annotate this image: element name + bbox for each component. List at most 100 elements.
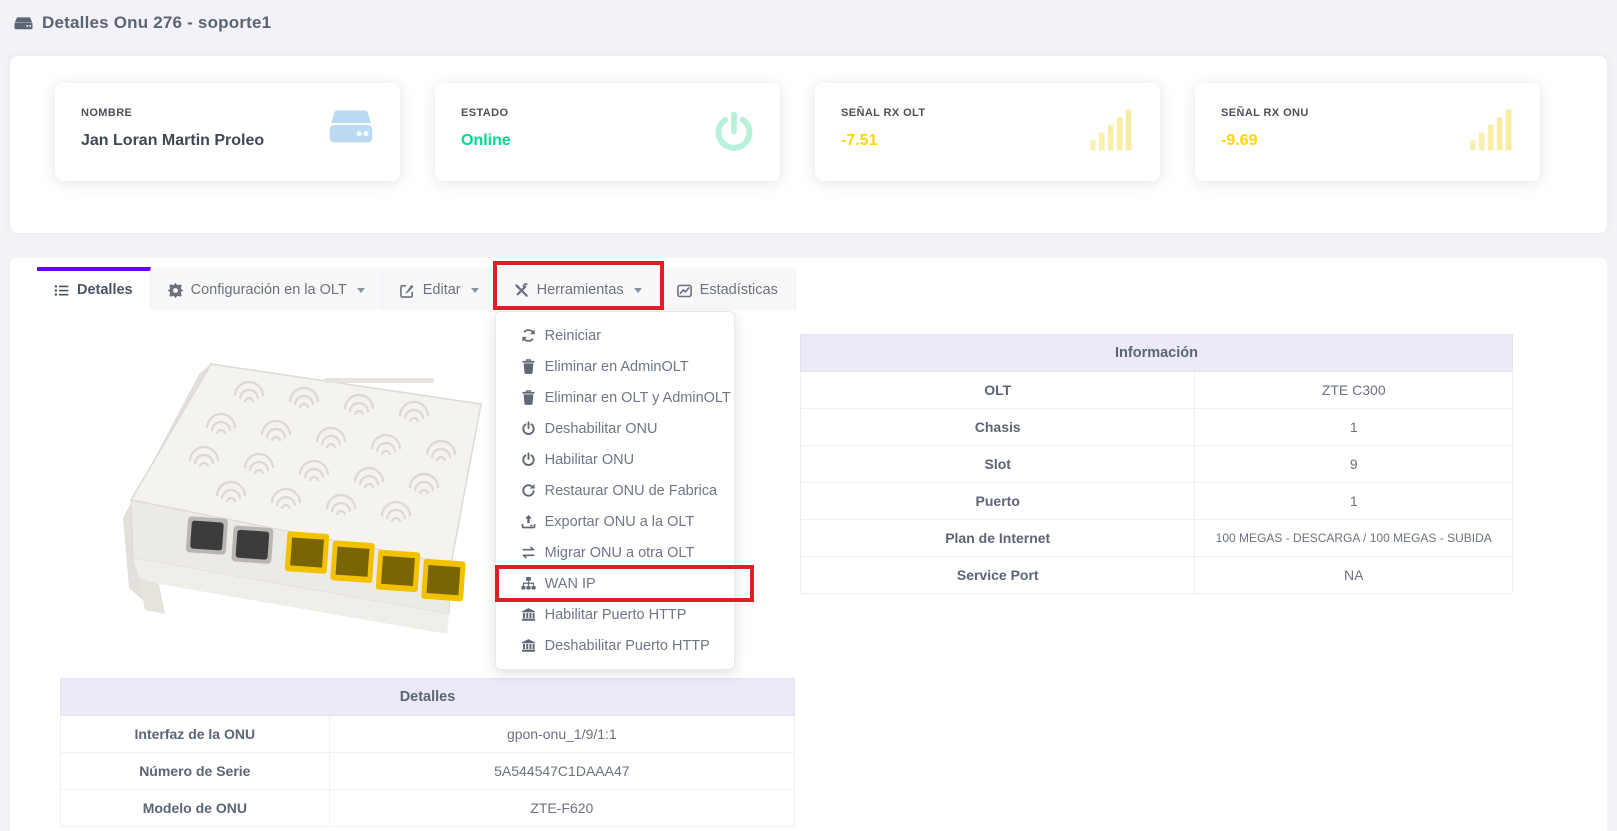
edit-icon bbox=[400, 283, 415, 298]
chevron-down-icon bbox=[356, 287, 365, 293]
stat-card-nombre: NOMBRE Jan Loran Martin Proleo bbox=[55, 83, 400, 181]
row-value: 1 bbox=[1194, 408, 1513, 446]
row-label: Plan de Internet bbox=[799, 519, 1196, 557]
row-label: Interfaz de la ONU bbox=[60, 715, 330, 753]
stat-card-label: SEÑAL RX OLT bbox=[841, 107, 926, 119]
tab-label: Herramientas bbox=[536, 282, 624, 298]
stat-cards-panel: NOMBRE Jan Loran Martin Proleo ESTADO On… bbox=[10, 56, 1607, 233]
table-row: Service Port NA bbox=[799, 556, 1513, 594]
row-value: 1 bbox=[1194, 482, 1513, 520]
tab-configuracion-olt[interactable]: Configuración en la OLT bbox=[150, 267, 383, 310]
row-value: gpon-onu_1/9/1:1 bbox=[328, 715, 796, 753]
table-row: OLT ZTE C300 bbox=[799, 371, 1513, 409]
stat-card-senal-rx-onu: SEÑAL RX ONU -9.69 bbox=[1195, 83, 1540, 181]
tab-herramientas-wrap: Herramientas Reiniciar Eliminar en Admin… bbox=[492, 261, 754, 670]
stat-card-label: ESTADO bbox=[461, 107, 509, 119]
row-label: OLT bbox=[799, 371, 1196, 409]
trash-icon bbox=[521, 390, 536, 405]
list-icon bbox=[54, 283, 69, 298]
stat-card-value: -9.69 bbox=[1221, 132, 1258, 149]
stat-card-estado: ESTADO Online bbox=[435, 83, 780, 181]
menu-item-label: Exportar ONU a la OLT bbox=[544, 513, 695, 530]
table-row: Número de Serie 5A544547C1DAAA47 bbox=[60, 752, 796, 790]
hdd-icon bbox=[14, 16, 33, 31]
stat-card-senal-rx-olt: SEÑAL RX OLT -7.51 bbox=[815, 83, 1160, 181]
menu-item-label: Restaurar ONU de Fabrica bbox=[544, 482, 718, 499]
row-value: 5A544547C1DAAA47 bbox=[328, 752, 796, 790]
menu-item-label: WAN IP bbox=[544, 575, 596, 592]
table-row: Interfaz de la ONU gpon-onu_1/9/1:1 bbox=[60, 715, 796, 753]
row-value: ZTE C300 bbox=[1194, 371, 1513, 409]
menu-item-label: Migrar ONU a otra OLT bbox=[544, 544, 695, 561]
details-table-title: Detalles bbox=[60, 678, 795, 716]
row-label: Modelo de ONU bbox=[60, 789, 330, 827]
onu-photo bbox=[123, 363, 482, 634]
row-value: NA bbox=[1194, 556, 1513, 594]
menu-item-label: Deshabilitar Puerto HTTP bbox=[544, 637, 710, 654]
menu-item-deshabilitar-onu[interactable]: Deshabilitar ONU bbox=[496, 413, 734, 444]
page-header: Detalles Onu 276 - soporte1 bbox=[0, 0, 1617, 46]
informacion-table: Información OLT ZTE C300 Chasis 1 Slot 9… bbox=[799, 334, 1513, 594]
chevron-down-icon bbox=[633, 287, 642, 293]
power-off-icon bbox=[521, 421, 536, 436]
stat-card-label: SEÑAL RX ONU bbox=[1221, 107, 1309, 119]
menu-item-habilitar-onu[interactable]: Habilitar ONU bbox=[496, 444, 734, 475]
sync-icon bbox=[521, 328, 536, 343]
menu-item-habilitar-puerto-http[interactable]: Habilitar Puerto HTTP bbox=[496, 599, 734, 630]
content-left: Detalles Interfaz de la ONU gpon-onu_1/9… bbox=[37, 310, 796, 827]
signal-bars-icon bbox=[1470, 109, 1516, 151]
bank-icon bbox=[521, 638, 536, 653]
menu-item-exportar-onu[interactable]: Exportar ONU a la OLT bbox=[496, 506, 734, 537]
table-row: Slot 9 bbox=[799, 445, 1513, 483]
info-table-title: Información bbox=[800, 334, 1513, 372]
menu-item-wan-ip[interactable]: WAN IP bbox=[494, 565, 754, 602]
menu-item-eliminar-adminolt[interactable]: Eliminar en AdminOLT bbox=[496, 351, 734, 382]
stat-card-label: NOMBRE bbox=[81, 107, 133, 119]
bank-icon bbox=[521, 607, 536, 622]
table-row: Plan de Internet 100 MEGAS - DESCARGA / … bbox=[799, 519, 1513, 557]
menu-item-label: Habilitar ONU bbox=[544, 451, 635, 468]
stat-card-value: Jan Loran Martin Proleo bbox=[81, 132, 265, 149]
tab-estadisticas[interactable]: Estadísticas bbox=[659, 267, 796, 310]
power-off-icon bbox=[521, 452, 536, 467]
content-right: Información OLT ZTE C300 Chasis 1 Slot 9… bbox=[772, 310, 1580, 827]
menu-item-migrar-onu[interactable]: Migrar ONU a otra OLT bbox=[496, 537, 734, 568]
rotate-icon bbox=[521, 483, 536, 498]
tab-detalles[interactable]: Detalles bbox=[37, 267, 151, 310]
tab-label: Editar bbox=[422, 282, 461, 298]
menu-item-deshabilitar-puerto-http[interactable]: Deshabilitar Puerto HTTP bbox=[496, 630, 734, 661]
menu-item-restaurar-fabrica[interactable]: Restaurar ONU de Fabrica bbox=[496, 475, 734, 506]
row-label: Service Port bbox=[799, 556, 1196, 594]
chart-icon bbox=[677, 283, 692, 298]
trash-icon bbox=[521, 359, 536, 374]
power-icon bbox=[712, 109, 756, 153]
tab-label: Estadísticas bbox=[699, 282, 778, 298]
main-panel: Detalles Configuración en la OLT Editar … bbox=[10, 258, 1607, 831]
row-label: Puerto bbox=[799, 482, 1196, 520]
menu-item-label: Reiniciar bbox=[544, 327, 602, 344]
menu-item-label: Eliminar en AdminOLT bbox=[544, 358, 689, 375]
herramientas-dropdown-menu: Reiniciar Eliminar en AdminOLT Eliminar … bbox=[494, 311, 754, 670]
tab-label: Detalles bbox=[77, 282, 133, 298]
row-label: Slot bbox=[799, 445, 1196, 483]
menu-item-label: Deshabilitar ONU bbox=[544, 420, 658, 437]
upload-icon bbox=[521, 514, 536, 529]
row-value: 9 bbox=[1194, 445, 1513, 483]
tab-label: Configuración en la OLT bbox=[190, 282, 347, 298]
menu-item-reiniciar[interactable]: Reiniciar bbox=[496, 320, 734, 351]
row-label: Chasis bbox=[799, 408, 1196, 446]
exchange-icon bbox=[521, 545, 536, 560]
stat-card-value: -7.51 bbox=[841, 132, 878, 149]
server-icon bbox=[326, 109, 376, 147]
gear-icon bbox=[168, 283, 183, 298]
sitemap-icon bbox=[521, 576, 536, 591]
details-table: Detalles Interfaz de la ONU gpon-onu_1/9… bbox=[60, 678, 796, 827]
table-row: Puerto 1 bbox=[799, 482, 1513, 520]
tab-editar[interactable]: Editar bbox=[382, 267, 497, 310]
row-value: ZTE-F620 bbox=[328, 789, 796, 827]
tab-herramientas[interactable]: Herramientas bbox=[496, 267, 660, 310]
menu-item-label: Habilitar Puerto HTTP bbox=[544, 606, 687, 623]
stat-card-value: Online bbox=[461, 132, 511, 149]
menu-item-eliminar-olt-adminolt[interactable]: Eliminar en OLT y AdminOLT bbox=[496, 382, 734, 413]
chevron-down-icon bbox=[470, 287, 479, 293]
